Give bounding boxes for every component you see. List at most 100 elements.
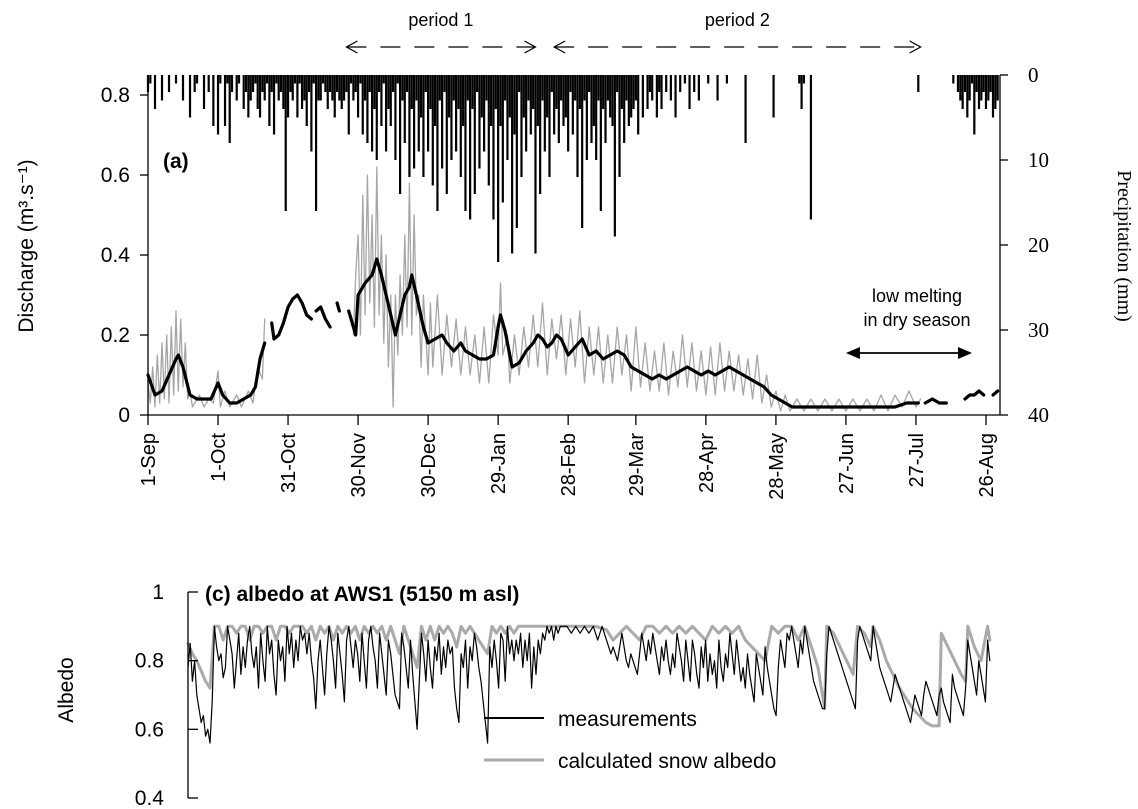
precip-bar-113: [457, 75, 460, 109]
precip-bar-208: [725, 75, 728, 84]
low-melting-label-line1: low melting: [872, 286, 962, 306]
precip-bar-75: [368, 75, 371, 92]
right-tick-label-3: 30: [1028, 318, 1049, 342]
hourly-discharge-series: [147, 166, 922, 412]
precip-bar-157: [560, 75, 563, 101]
precip-bar-96: [417, 75, 420, 152]
precip-bar-117: [466, 75, 469, 101]
period-2-label: period 2: [705, 10, 770, 30]
precip-bar-180: [613, 75, 616, 237]
precip-bar-71: [359, 75, 362, 84]
right-tick-label-1: 10: [1028, 148, 1049, 172]
precip-bar-48: [305, 75, 308, 126]
precip-bar-84: [389, 75, 392, 126]
precip-bar-61: [335, 75, 339, 92]
precip-bar-78: [375, 75, 378, 160]
precip-bar-183: [620, 75, 623, 109]
precip-bar-162: [571, 75, 574, 135]
precip-bar-185: [625, 75, 628, 101]
precip-bar-127: [490, 75, 493, 126]
precip-bar-150: [543, 75, 546, 152]
precip-bar-133: [504, 75, 507, 101]
albedo-axis-label: Albedo: [55, 657, 78, 722]
precip-bar-206: [707, 75, 710, 84]
x-tick-label-12: 26-Aug: [976, 433, 998, 498]
precip-bar-26: [254, 75, 257, 84]
precip-bar-181: [616, 75, 619, 92]
precip-bar-20: [237, 75, 241, 84]
albedo-tick-label-0: 0.4: [135, 787, 165, 809]
precip-bar-130: [497, 75, 500, 262]
x-tick-label-10: 27-Jun: [836, 433, 858, 494]
precip-bar-74: [366, 75, 369, 143]
x-tick-label-1: 1-Oct: [208, 433, 230, 482]
precip-bar-3: [160, 75, 164, 101]
precip-bar-131: [499, 75, 502, 126]
x-tick-label-6: 28-Feb: [558, 433, 580, 496]
precip-bar-192: [646, 75, 649, 109]
precip-bar-169: [588, 75, 591, 92]
precip-bar-58: [328, 75, 332, 92]
precip-bar-187: [630, 75, 633, 118]
precip-bar-39: [284, 75, 287, 211]
daily-discharge-segment-6: [963, 389, 986, 401]
x-tick-label-9: 28-May: [766, 433, 788, 500]
precip-bar-69: [354, 75, 357, 92]
precip-bar-97: [420, 75, 423, 118]
precip-bar-34: [272, 75, 276, 135]
precip-bar-91: [406, 75, 409, 92]
precip-bar-126: [487, 75, 490, 186]
precip-bar-124: [483, 75, 486, 152]
precip-bar-123: [480, 75, 483, 118]
precip-bar-207: [716, 75, 719, 101]
precip-bar-152: [548, 75, 551, 177]
legend-label-calculated: calculated snow albedo: [558, 750, 776, 773]
precip-bar-65: [345, 75, 348, 92]
precip-bar-155: [555, 75, 558, 109]
precip-bar-193: [648, 75, 651, 92]
x-tick-label-0: 1-Sep: [138, 433, 160, 486]
precip-bar-37: [279, 75, 283, 92]
precip-bar-16: [226, 75, 229, 84]
panel-a-plot-area: [148, 75, 1000, 415]
precip-bar-55: [321, 75, 325, 84]
precip-bar-81: [382, 75, 385, 84]
low-melting-arrowhead-left: [845, 347, 860, 359]
precip-bar-141: [522, 75, 525, 118]
right-tick-label-4: 40: [1028, 403, 1049, 427]
precip-bar-174: [599, 75, 602, 211]
precip-bar-140: [520, 75, 523, 177]
precip-bar-153: [550, 75, 553, 92]
period-1-arrowhead-left: [345, 40, 358, 54]
period-1-annotation: period 1: [345, 10, 537, 54]
low-melting-arrowhead-right: [957, 347, 972, 359]
precip-bar-209: [744, 75, 747, 143]
period-1-label: period 1: [408, 10, 473, 30]
precip-bar-93: [410, 75, 413, 109]
precip-bar-47: [303, 75, 306, 101]
precip-bar-212: [800, 75, 803, 109]
legend-label-measurements: measurements: [558, 708, 697, 731]
precip-bar-63: [340, 75, 343, 109]
precip-bar-29: [261, 75, 264, 92]
precip-bar-202: [683, 75, 686, 84]
precip-bar-224: [973, 75, 976, 135]
precip-bar-109: [448, 75, 451, 118]
precip-bar-19: [235, 75, 238, 101]
precip-bar-226: [977, 75, 981, 109]
x-tick-label-3: 30-Nov: [348, 433, 370, 497]
precip-bar-45: [298, 75, 301, 84]
albedo-tick-label-1: 0.6: [135, 718, 164, 741]
daily-discharge-segment-3: [335, 301, 341, 313]
precip-bar-175: [602, 75, 605, 109]
precip-bar-115: [462, 75, 465, 126]
precip-bar-196: [658, 75, 661, 92]
precip-bar-7: [188, 75, 192, 118]
precip-bar-62: [338, 75, 341, 101]
precip-bar-179: [611, 75, 614, 126]
precip-bar-76: [370, 75, 374, 152]
x-tick-label-2: 31-Oct: [278, 433, 300, 493]
precip-bar-50: [310, 75, 313, 152]
precip-bar-142: [525, 75, 528, 152]
precip-bar-163: [574, 75, 577, 101]
